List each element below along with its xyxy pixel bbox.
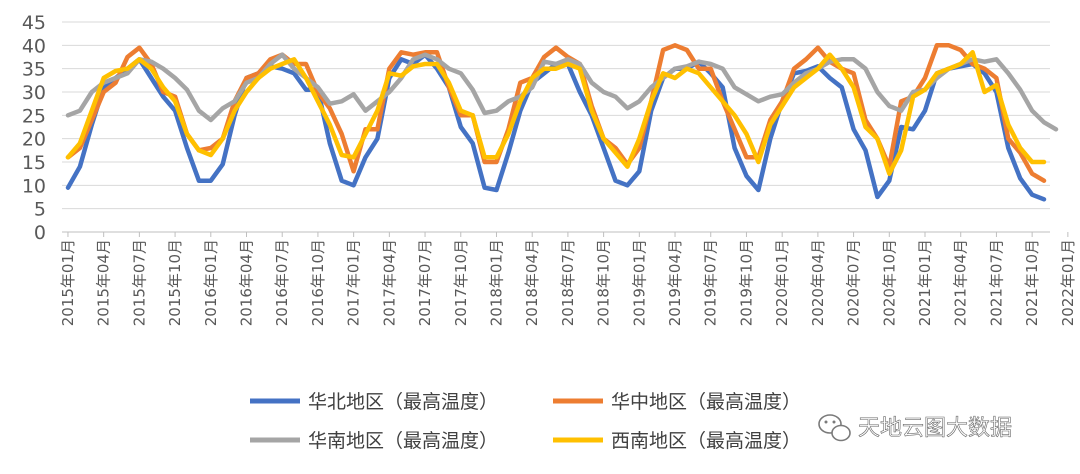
x-tick-label: 2020年01月: [773, 239, 791, 326]
x-tick-label: 2020年10月: [880, 239, 898, 326]
y-tick-label: 25: [22, 105, 46, 127]
x-tick-label: 2020年07月: [845, 239, 863, 326]
y-tick-label: 40: [22, 35, 46, 57]
x-tick-label: 2015年07月: [130, 239, 148, 326]
x-tick-label: 2015年01月: [59, 239, 77, 326]
x-tick-label: 2017年04月: [380, 239, 398, 326]
legend-label-3: 西南地区（最高温度）: [611, 430, 801, 452]
x-tick-label: 2021年10月: [1023, 239, 1041, 326]
watermark: 天地云图大数据: [818, 414, 1012, 442]
x-tick-label: 2017年10月: [452, 239, 470, 326]
x-tick-label: 2019年07月: [702, 239, 720, 326]
x-tick-label: 2019年01月: [630, 239, 648, 326]
x-tick-label: 2018年04月: [523, 239, 541, 326]
y-tick-label: 35: [22, 59, 46, 81]
y-tick-label: 45: [22, 12, 46, 34]
x-tick-label: 2018年07月: [559, 239, 577, 326]
x-axis-ticks: 2015年01月 2015年04月 2015年07月 2015年10月 2016年01月…: [59, 239, 1077, 326]
axes: [62, 231, 1069, 237]
x-tick-label: 2015年10月: [166, 239, 184, 326]
x-tick-label: 2021年07月: [987, 239, 1005, 326]
x-tick-label: 2016年01月: [202, 239, 220, 326]
y-tick-label: 5: [34, 199, 46, 221]
x-tick-label: 2018年10月: [595, 239, 613, 326]
y-tick-label: 0: [34, 222, 46, 244]
legend-label-2: 华南地区（最高温度）: [308, 430, 498, 452]
x-tick-label: 2016年07月: [273, 239, 291, 326]
series-line-2: [65, 52, 1059, 132]
x-tick-label: 2019年10月: [737, 239, 755, 326]
y-tick-label: 20: [22, 129, 46, 151]
x-tick-label: 2018年01月: [487, 239, 505, 326]
x-tick-label: 2015年04月: [95, 239, 113, 326]
watermark-text: 天地云图大数据: [858, 416, 1012, 441]
legend-label-0: 华北地区（最高温度）: [308, 391, 498, 413]
legend: 华北地区（最高温度） 华中地区（最高温度） 华南地区（最高温度） 西南地区（最高…: [250, 391, 801, 452]
x-tick-label: 2019年04月: [666, 239, 684, 326]
x-tick-label: 2022年01月: [1059, 239, 1077, 326]
y-tick-label: 30: [22, 82, 46, 104]
x-tick-label: 2016年04月: [238, 239, 256, 326]
x-tick-label: 2021年04月: [952, 239, 970, 326]
y-tick-label: 10: [22, 175, 46, 197]
wechat-icon: [818, 414, 851, 442]
x-tick-label: 2017年01月: [345, 239, 363, 326]
y-tick-label: 15: [22, 152, 46, 174]
series-line-3: [65, 50, 1047, 176]
x-tick-label: 2021年01月: [916, 239, 934, 326]
legend-label-1: 华中地区（最高温度）: [611, 391, 801, 413]
series-lines: [65, 43, 1059, 202]
x-tick-label: 2016年10月: [309, 239, 327, 326]
x-tick-label: 2017年07月: [416, 239, 434, 326]
x-tick-label: 2020年04月: [809, 239, 827, 326]
